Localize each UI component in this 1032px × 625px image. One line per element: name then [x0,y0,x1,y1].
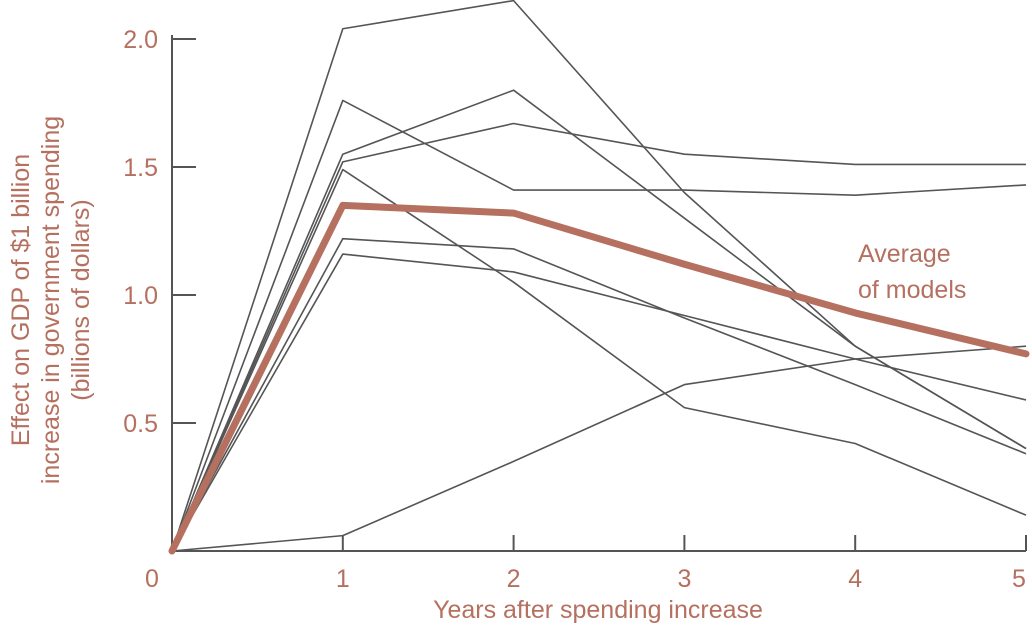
y-axis-title-line-3: (billions of dollars) [67,199,95,400]
model-line-7 [171,253,1027,552]
average-annotation-line-2: of models [858,276,966,304]
model-line-2 [171,99,1027,552]
x-tick-label: 0 [145,565,159,593]
y-axis-title-line-1: Effect on GDP of $1 billion [7,154,35,446]
x-axis-title: Years after spending increase [433,596,763,624]
model-line-3 [171,89,1027,552]
average-annotation: Average of models [858,240,966,304]
x-tick-label: 3 [677,565,691,593]
y-tick-label: 0.5 [123,410,158,438]
model-series [171,0,1027,552]
y-tick-label: 2.0 [123,26,158,54]
model-line-5 [171,168,1027,552]
ticks: 0.5 1.0 1.5 2.0 0 1 2 3 4 5 [123,26,1027,593]
axes [171,35,1026,552]
x-tick-label: 1 [336,565,350,593]
y-tick-label: 1.5 [123,154,158,182]
y-tick-label: 1.0 [123,282,158,310]
average-series [168,201,1030,555]
y-axis-title-line-2: increase in government spending [37,116,65,484]
average-annotation-line-1: Average [858,240,951,268]
average-line [168,201,1030,555]
model-line-6 [171,237,1027,552]
x-tick-label: 4 [848,565,862,593]
model-line-8 [171,345,1027,552]
y-axis-title: Effect on GDP of $1 billion increase in … [7,116,95,484]
x-tick-label: 2 [507,565,521,593]
x-tick-label: 5 [1012,565,1026,593]
model-line-4 [171,122,1026,552]
